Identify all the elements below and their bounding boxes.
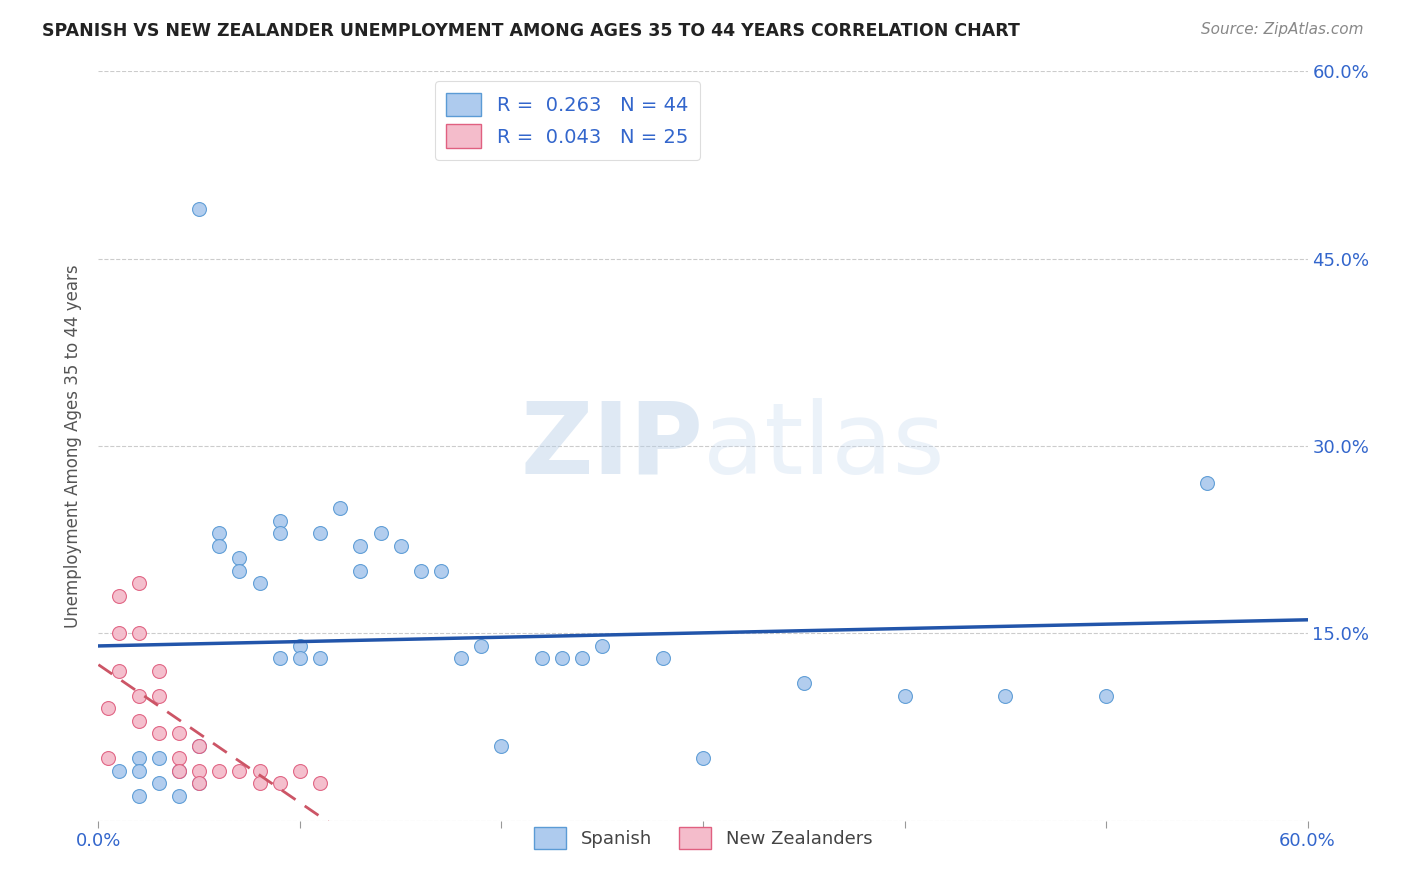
Point: [249, 576, 271, 591]
Point: [188, 202, 211, 216]
Point: [269, 526, 291, 541]
Point: [329, 501, 352, 516]
Point: [107, 764, 129, 778]
Point: [97, 751, 120, 765]
Point: [491, 739, 513, 753]
Point: [309, 651, 332, 665]
Point: [349, 539, 371, 553]
Point: [128, 626, 150, 640]
Text: Source: ZipAtlas.com: Source: ZipAtlas.com: [1201, 22, 1364, 37]
Point: [1195, 476, 1218, 491]
Text: atlas: atlas: [703, 398, 945, 494]
Point: [591, 639, 613, 653]
Point: [288, 651, 311, 665]
Point: [167, 726, 190, 740]
Point: [188, 739, 211, 753]
Point: [208, 764, 231, 778]
Point: [188, 776, 211, 790]
Point: [288, 764, 311, 778]
Point: [128, 714, 150, 728]
Point: [208, 539, 231, 553]
Text: ZIP: ZIP: [520, 398, 703, 494]
Point: [97, 701, 120, 715]
Point: [269, 514, 291, 528]
Point: [551, 651, 574, 665]
Point: [167, 764, 190, 778]
Point: [208, 526, 231, 541]
Point: [128, 576, 150, 591]
Point: [167, 764, 190, 778]
Point: [389, 539, 412, 553]
Point: [128, 751, 150, 765]
Point: [450, 651, 472, 665]
Point: [148, 689, 170, 703]
Point: [571, 651, 593, 665]
Point: [167, 789, 190, 803]
Point: [128, 764, 150, 778]
Point: [309, 776, 332, 790]
Point: [249, 776, 271, 790]
Point: [470, 639, 492, 653]
Point: [288, 639, 311, 653]
Point: [269, 651, 291, 665]
Point: [893, 689, 915, 703]
Point: [249, 764, 271, 778]
Point: [107, 589, 129, 603]
Point: [167, 751, 190, 765]
Point: [148, 664, 170, 678]
Point: [1095, 689, 1118, 703]
Point: [188, 739, 211, 753]
Point: [994, 689, 1017, 703]
Point: [793, 676, 815, 690]
Point: [530, 651, 553, 665]
Point: [269, 776, 291, 790]
Point: [409, 564, 432, 578]
Point: [370, 526, 392, 541]
Y-axis label: Unemployment Among Ages 35 to 44 years: Unemployment Among Ages 35 to 44 years: [65, 264, 83, 628]
Point: [228, 551, 250, 566]
Point: [228, 564, 250, 578]
Point: [107, 626, 129, 640]
Point: [188, 764, 211, 778]
Text: SPANISH VS NEW ZEALANDER UNEMPLOYMENT AMONG AGES 35 TO 44 YEARS CORRELATION CHAR: SPANISH VS NEW ZEALANDER UNEMPLOYMENT AM…: [42, 22, 1021, 40]
Point: [148, 726, 170, 740]
Point: [228, 764, 250, 778]
Point: [148, 776, 170, 790]
Point: [128, 789, 150, 803]
Point: [188, 776, 211, 790]
Point: [692, 751, 714, 765]
Point: [309, 526, 332, 541]
Legend: Spanish, New Zealanders: Spanish, New Zealanders: [526, 820, 880, 856]
Point: [349, 564, 371, 578]
Point: [430, 564, 453, 578]
Point: [128, 689, 150, 703]
Point: [107, 664, 129, 678]
Point: [148, 751, 170, 765]
Point: [651, 651, 673, 665]
